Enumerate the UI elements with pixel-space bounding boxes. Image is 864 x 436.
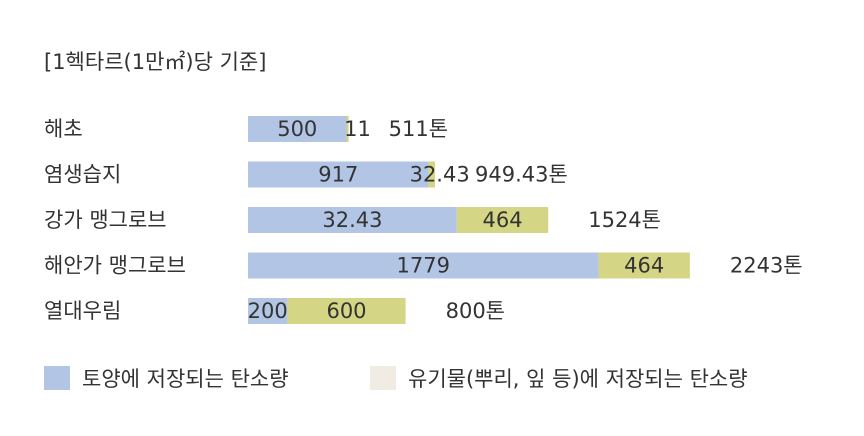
data-label-organic: 464 [624, 254, 664, 278]
category-label: 해초 [44, 117, 83, 141]
category-label: 염생습지 [44, 163, 121, 187]
bar-organic [287, 298, 406, 324]
total-label: 949.43톤 [475, 163, 568, 187]
bar-organic [456, 207, 549, 233]
category-label: 열대우림 [44, 299, 121, 323]
total-label: 800톤 [446, 299, 505, 323]
legend: 토양에 저장되는 탄소량 유기물(뿌리, 잎 등)에 저장되는 탄소량 [44, 366, 748, 391]
data-label-soil: 200 [248, 299, 288, 323]
chart-title: [1헥타르(1만㎡)당 기준] [44, 50, 266, 74]
data-label-soil: 500 [277, 117, 317, 141]
bar-soil [248, 252, 599, 279]
data-label-organic: 464 [482, 208, 522, 232]
bar-soil [248, 161, 429, 188]
legend-label-soil: 토양에 저장되는 탄소량 [82, 367, 289, 391]
bar-organic [598, 252, 690, 279]
data-label-organic: 32.43 [410, 163, 470, 187]
data-label-soil: 1779 [397, 254, 450, 278]
total-label: 2243톤 [730, 254, 803, 278]
legend-swatch-organic [370, 366, 396, 390]
category-label: 해안가 맹그로브 [44, 254, 186, 278]
data-label-organic: 11 [344, 117, 371, 141]
bar-soil [248, 116, 347, 142]
legend-label-organic: 유기물(뿌리, 잎 등)에 저장되는 탄소량 [408, 367, 748, 391]
total-label: 511톤 [389, 117, 448, 141]
total-label: 1524톤 [588, 208, 661, 232]
bar-organic [428, 161, 436, 188]
legend-swatch-soil [44, 366, 70, 390]
bar-soil [248, 298, 288, 324]
category-label: 강가 맹그로브 [44, 208, 167, 232]
data-label-soil: 917 [318, 163, 358, 187]
bar-soil [248, 207, 457, 233]
data-label-soil: 32.43 [322, 208, 382, 232]
bar-organic [346, 116, 349, 142]
data-label-organic: 600 [326, 299, 366, 323]
